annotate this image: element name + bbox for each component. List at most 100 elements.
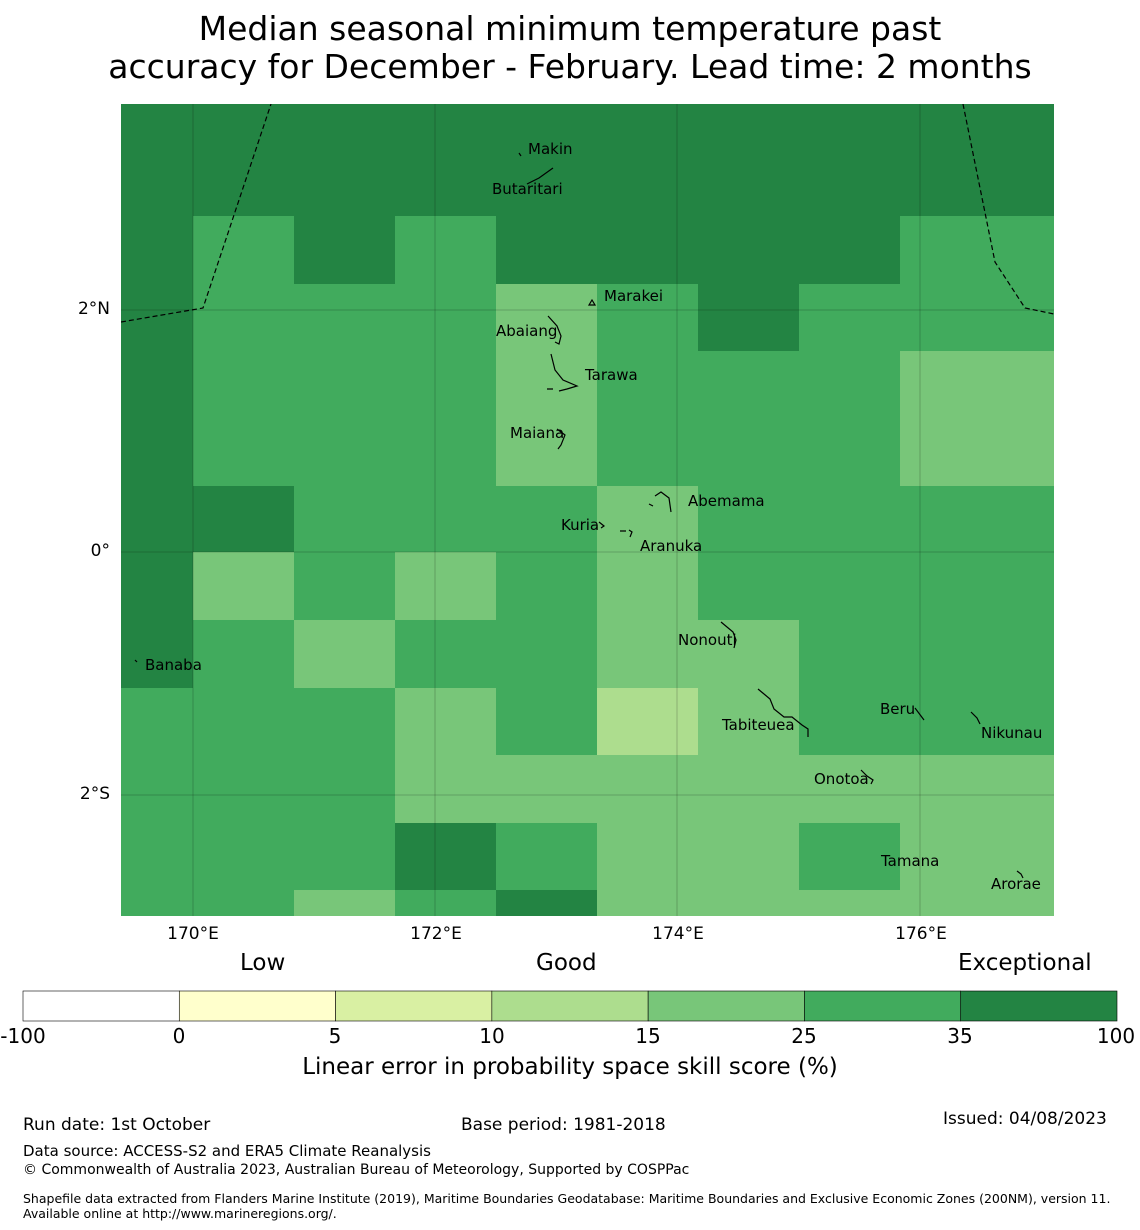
skill-cell-r3-c2 xyxy=(294,351,395,419)
island-maiana-outline xyxy=(556,428,566,450)
skill-cell-r9-c2 xyxy=(294,755,395,823)
skill-cell-r8-c5 xyxy=(597,688,698,755)
colorbar-segment-5 xyxy=(804,990,962,1022)
skill-cell-r1-c2 xyxy=(294,216,395,284)
skill-cell-r7-c4 xyxy=(496,620,597,688)
label-marakei: Marakei xyxy=(604,287,663,305)
skill-cell-r2-c0 xyxy=(121,284,193,351)
colorbar-segment-2 xyxy=(335,990,493,1022)
skill-cell-r6-c8 xyxy=(900,552,1054,620)
y-tick-2n: 2°N xyxy=(77,299,110,319)
skill-cell-r10-c2 xyxy=(294,823,395,890)
skill-cell-r0-c0 xyxy=(121,104,193,216)
skill-cell-r7-c6 xyxy=(698,620,799,688)
colorbar-segment-6 xyxy=(960,990,1118,1022)
skill-cell-r6-c5 xyxy=(597,552,698,620)
label-tarawa: Tarawa xyxy=(584,366,638,384)
label-abemama: Abemama xyxy=(688,492,765,510)
skill-cell-r1-c3 xyxy=(395,216,496,284)
skill-cell-r5-c5 xyxy=(597,486,698,552)
skill-cell-r1-c7 xyxy=(799,216,900,284)
skill-cell-r3-c7 xyxy=(799,351,900,419)
skill-cell-r6-c4 xyxy=(496,552,597,620)
colorbar-label-1: 0 xyxy=(172,1024,186,1048)
colorbar-label-4: 15 xyxy=(635,1024,661,1048)
skill-cell-r6-c2 xyxy=(294,552,395,620)
skill-cell-r2-c4 xyxy=(496,284,597,351)
skill-cell-r8-c3 xyxy=(395,688,496,755)
skill-cell-r1-c0 xyxy=(121,216,193,284)
colorbar xyxy=(22,990,1118,1022)
skill-cell-r3-c3 xyxy=(395,351,496,419)
colorbar-label-0: -100 xyxy=(0,1024,46,1048)
title-line-1: Median seasonal minimum temperature past xyxy=(198,9,942,48)
skill-cell-r11-c3 xyxy=(395,890,496,916)
skill-cell-r11-c2 xyxy=(294,890,395,916)
island-nikunau-outline xyxy=(970,711,981,725)
skill-cell-r6-c7 xyxy=(799,552,900,620)
skill-cell-r11-c0 xyxy=(121,890,193,916)
island-nonouti-outline xyxy=(720,621,737,649)
skill-cell-r5-c2 xyxy=(294,486,395,552)
y-tick-0: 0° xyxy=(90,541,110,561)
skill-cell-r2-c8 xyxy=(900,284,1054,351)
skill-cell-r9-c0 xyxy=(121,755,193,823)
skill-cell-r5-c1 xyxy=(193,486,294,552)
skill-cell-r1-c1 xyxy=(193,216,294,284)
legend-category-exceptional: Exceptional xyxy=(958,950,1092,976)
skill-cell-r4-c2 xyxy=(294,419,395,486)
island-makin-outline xyxy=(518,152,554,185)
skill-cell-r5-c6 xyxy=(698,486,799,552)
skill-cell-r10-c8 xyxy=(900,823,1054,890)
island-abemama-outline xyxy=(648,491,672,513)
skill-cell-r7-c1 xyxy=(193,620,294,688)
skill-cell-r9-c1 xyxy=(193,755,294,823)
colorbar-segment-0 xyxy=(22,990,180,1022)
skill-cell-r10-c6 xyxy=(698,823,799,890)
colorbar-title: Linear error in probability space skill … xyxy=(302,1054,838,1080)
x-tick-174e: 174°E xyxy=(652,924,704,944)
skill-cell-r9-c3 xyxy=(395,755,496,823)
skill-cell-r9-c7 xyxy=(799,755,900,823)
skill-cell-r3-c0 xyxy=(121,351,193,419)
skill-cell-r9-c8 xyxy=(900,755,1054,823)
skill-cell-r9-c5 xyxy=(597,755,698,823)
skill-cell-r7-c0 xyxy=(121,620,193,688)
skill-cell-r5-c3 xyxy=(395,486,496,552)
skill-cell-r2-c7 xyxy=(799,284,900,351)
colorbar-label-5: 25 xyxy=(791,1024,817,1048)
skill-cell-r4-c3 xyxy=(395,419,496,486)
skill-cell-r4-c5 xyxy=(597,419,698,486)
skill-cell-r10-c4 xyxy=(496,823,597,890)
skill-cell-r9-c6 xyxy=(698,755,799,823)
label-tamana: Tamana xyxy=(880,852,939,870)
skill-cell-r1-c4 xyxy=(496,216,597,284)
skill-cell-r3-c5 xyxy=(597,351,698,419)
skill-cell-r5-c7 xyxy=(799,486,900,552)
legend-category-good: Good xyxy=(536,950,597,976)
chart-title: Median seasonal minimum temperature past… xyxy=(0,10,1140,86)
label-tabiteuea: Tabiteuea xyxy=(721,716,795,734)
skill-cell-r10-c5 xyxy=(597,823,698,890)
title-line-2: accuracy for December - February. Lead t… xyxy=(108,47,1032,86)
skill-cell-r1-c8 xyxy=(900,216,1054,284)
skill-cell-r8-c6 xyxy=(698,688,799,755)
skill-cell-r2-c2 xyxy=(294,284,395,351)
skill-cell-r0-c5 xyxy=(597,104,698,216)
skill-cell-r11-c1 xyxy=(193,890,294,916)
skill-cell-r4-c4 xyxy=(496,419,597,486)
skill-cell-r3-c4 xyxy=(496,351,597,419)
issued-date: Issued: 04/08/2023 xyxy=(943,1109,1107,1129)
copyright: © Commonwealth of Australia 2023, Austra… xyxy=(23,1162,690,1178)
skill-cell-r11-c4 xyxy=(496,890,597,916)
skill-cell-r4-c6 xyxy=(698,419,799,486)
skill-cell-r6-c6 xyxy=(698,552,799,620)
run-date: Run date: 1st October xyxy=(23,1115,211,1135)
skill-cell-r7-c7 xyxy=(799,620,900,688)
skill-cell-r10-c7 xyxy=(799,823,900,890)
skill-cell-r3-c8 xyxy=(900,351,1054,419)
skill-cell-r2-c5 xyxy=(597,284,698,351)
label-kuria: Kuria xyxy=(561,516,599,534)
skill-cell-r5-c4 xyxy=(496,486,597,552)
x-tick-176e: 176°E xyxy=(895,924,947,944)
